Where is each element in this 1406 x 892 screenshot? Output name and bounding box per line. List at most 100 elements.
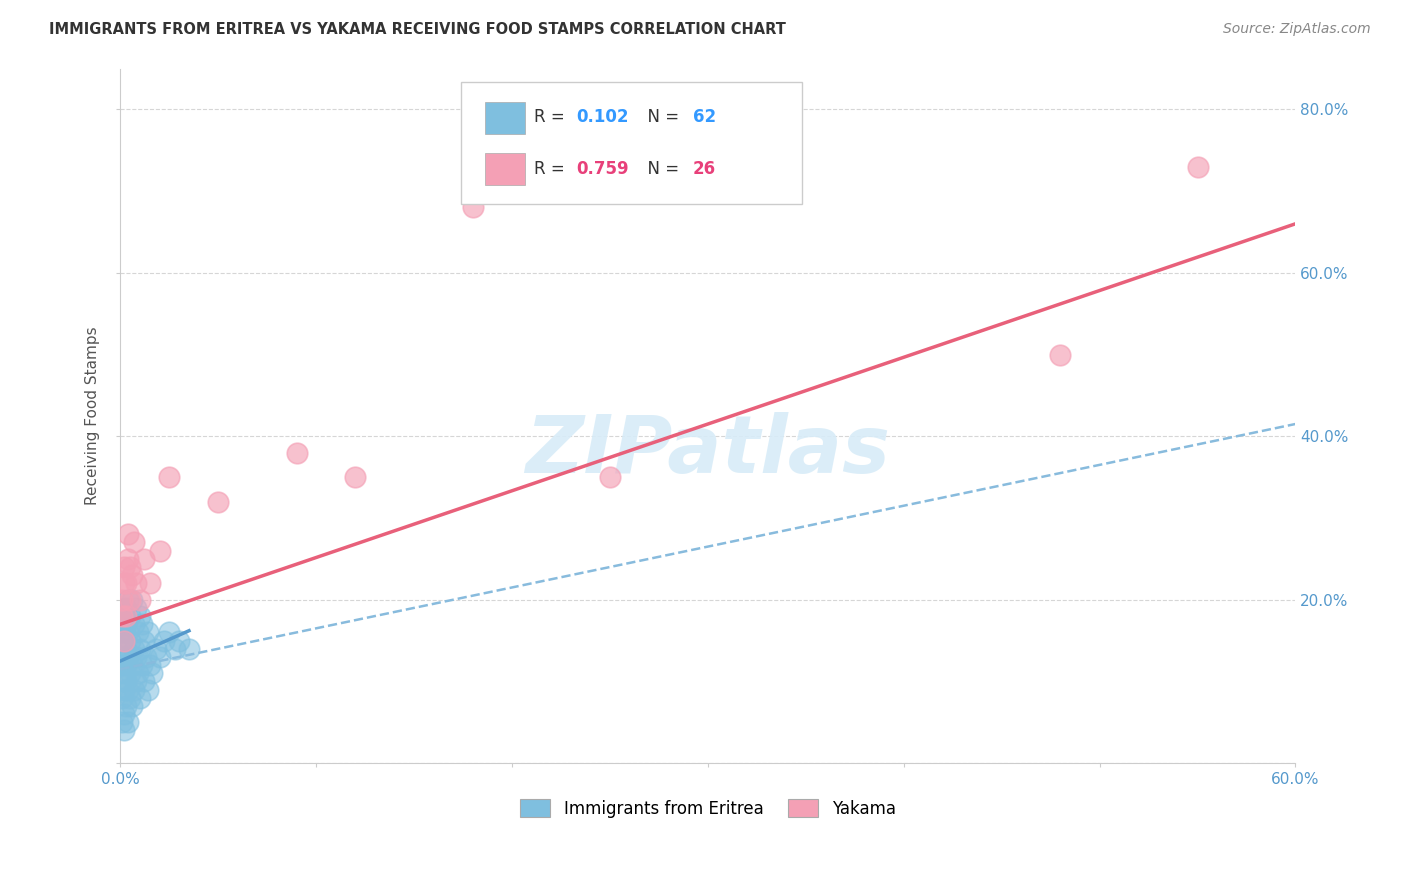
Point [111,715,134,730]
Point [157,625,180,640]
Point [129,609,152,624]
Point [152,633,174,648]
Point [121,568,143,582]
Point [136,625,159,640]
Point [177,641,200,656]
Point [111,658,134,673]
Point [111,617,134,632]
Point [120,560,142,574]
Point [129,690,152,705]
Point [112,723,135,738]
Point [141,666,163,681]
Point [120,633,142,648]
Point [111,625,134,640]
Point [117,625,139,640]
Point [115,658,138,673]
Point [111,609,134,624]
Point [115,674,138,689]
Point [115,641,138,656]
Point [129,592,152,607]
Point [127,625,149,640]
Point [131,617,153,632]
Text: 0.759: 0.759 [576,160,628,178]
Point [111,609,134,624]
Point [120,609,142,624]
Point [599,470,621,484]
Point [111,641,134,656]
Point [135,649,157,664]
Point [115,617,138,632]
Point [461,201,484,215]
Point [120,592,142,607]
Point [115,698,138,713]
Point [125,649,148,664]
Legend: Immigrants from Eritrea, Yakama: Immigrants from Eritrea, Yakama [513,792,903,824]
Point [145,641,167,656]
Point [125,576,148,591]
Point [165,641,187,656]
Point [132,674,155,689]
Point [125,674,148,689]
Point [112,666,135,681]
Point [122,641,145,656]
Point [129,641,152,656]
Text: R =: R = [534,160,569,178]
Point [111,674,134,689]
Point [117,592,139,607]
Point [121,698,143,713]
Point [139,658,162,673]
Point [207,494,229,508]
Text: IMMIGRANTS FROM ERITREA VS YAKAMA RECEIVING FOOD STAMPS CORRELATION CHART: IMMIGRANTS FROM ERITREA VS YAKAMA RECEIV… [49,22,786,37]
Point [344,470,367,484]
Point [115,576,138,591]
Point [117,649,139,664]
Point [117,682,139,697]
Point [127,666,149,681]
Point [112,625,135,640]
Point [167,633,190,648]
Point [112,560,135,574]
Text: 0.102: 0.102 [576,108,628,126]
Text: ZIPatlas: ZIPatlas [526,411,890,490]
Point [131,658,153,673]
Point [117,527,139,541]
Point [1049,347,1071,361]
Point [112,682,135,697]
Point [112,633,135,648]
Point [112,707,135,722]
Point [136,682,159,697]
Point [117,551,139,566]
Point [125,600,148,615]
Point [112,576,135,591]
Point [112,617,135,632]
Point [285,445,308,459]
Point [112,600,135,615]
Point [115,600,138,615]
Point [132,551,155,566]
Point [111,592,134,607]
Point [1187,160,1209,174]
Point [112,633,135,648]
Y-axis label: Receiving Food Stamps: Receiving Food Stamps [86,326,100,505]
Text: N =: N = [637,160,685,178]
Point [120,690,142,705]
Point [132,633,155,648]
Text: Source: ZipAtlas.com: Source: ZipAtlas.com [1223,22,1371,37]
Point [112,649,135,664]
Point [115,609,138,624]
Point [122,682,145,697]
Point [121,658,143,673]
Point [149,649,172,664]
Point [120,666,142,681]
FancyBboxPatch shape [485,102,524,134]
Point [139,576,162,591]
Point [117,715,139,730]
FancyBboxPatch shape [461,82,801,204]
Text: N =: N = [637,108,685,126]
Text: 26: 26 [693,160,716,178]
Point [122,535,145,549]
Point [111,690,134,705]
FancyBboxPatch shape [485,153,524,185]
Text: R =: R = [534,108,569,126]
Point [157,470,180,484]
